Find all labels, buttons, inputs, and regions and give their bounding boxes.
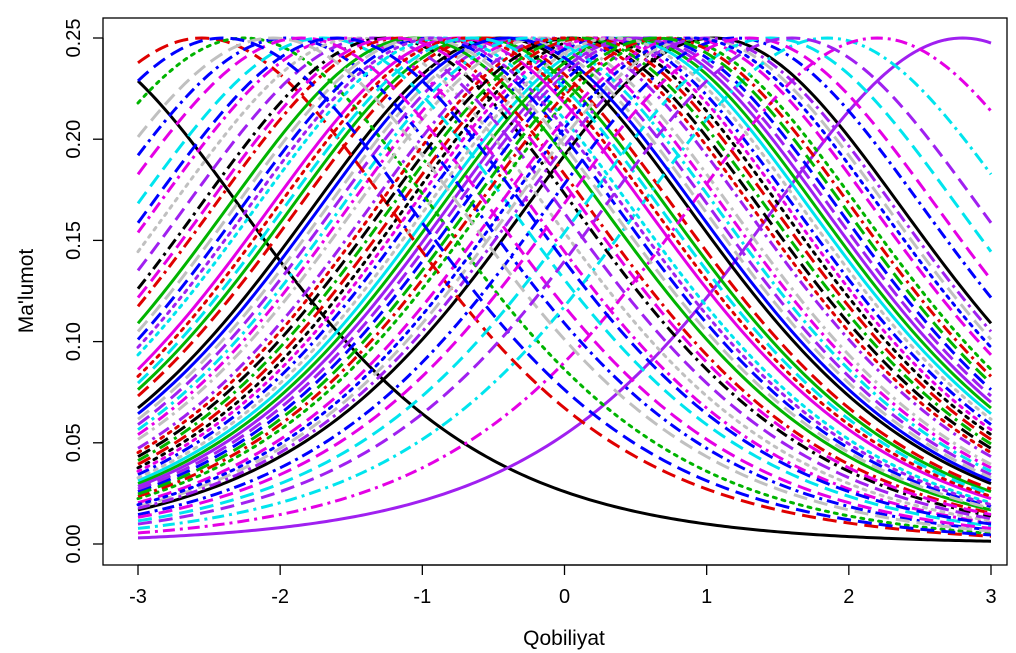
y-axis: 0.00 0.05 0.10 0.15 0.20 0.25 [63,19,104,564]
information-curve-60 [137,36,993,496]
information-curve-35 [137,36,993,508]
information-curve-39 [137,36,993,535]
information-curve-9 [136,36,993,470]
information-curve-28 [137,36,992,466]
information-curve-21 [136,36,992,521]
information-curve-51 [136,36,993,507]
y-tick-label: 0.10 [63,322,85,361]
y-tick-label: 0.20 [63,120,85,159]
x-tick-label: 3 [985,586,996,608]
information-curve-23 [136,36,992,515]
information-curve-17 [136,36,992,532]
information-curve-12 [137,36,992,470]
information-curve-43 [136,36,993,473]
information-curve-61 [137,36,993,526]
y-tick-label: 0.00 [63,525,85,564]
information-curve-53 [136,36,993,480]
x-tick-label: 1 [701,586,712,608]
information-curve-48 [136,36,992,530]
information-curve-37 [137,36,993,523]
information-curve-32 [137,36,993,494]
information-curve-24 [136,36,992,512]
information-curve-42 [137,36,992,473]
information-curve-22 [136,36,992,518]
information-curve-34 [137,36,993,505]
information-curve-45 [137,36,993,498]
information-curve-14 [137,36,992,488]
x-tick-label: 2 [843,586,854,608]
information-curve-57 [136,36,992,517]
y-axis-title: Ma'lumot [15,249,38,334]
information-curve-38 [137,36,993,530]
information-curve-13 [137,36,992,476]
information-curve-41 [137,36,992,483]
information-curve-36 [137,36,993,517]
x-tick-label: -1 [413,586,431,608]
x-tick-label: 0 [559,586,570,608]
y-tick-label: 0.15 [63,221,85,260]
information-curve-40 [136,36,993,498]
x-axis: -3 -2 -1 0 1 2 3 [129,564,997,608]
information-curve-31 [137,36,992,466]
information-curve-8 [137,36,992,491]
information-curve-6 [137,36,992,486]
information-curve-26 [136,36,993,505]
information-curve-18 [136,36,992,528]
information-curve-20 [136,36,993,523]
information-curve-46 [137,36,993,510]
information-curve-47 [136,36,992,533]
information-curve-19 [136,36,992,525]
information-curve-50 [136,36,992,510]
information-curve-56 [136,36,992,537]
y-tick-label: 0.25 [63,19,85,58]
information-curve-55 [137,36,993,519]
y-tick-label: 0.05 [63,423,85,462]
x-tick-label: -2 [271,586,289,608]
x-axis-title: Qobiliyat [523,627,605,650]
information-curve-33 [136,36,993,501]
information-curves [136,36,993,543]
x-tick-label: -3 [129,586,147,608]
information-curve-7 [136,36,992,494]
information-curve-16 [136,36,993,535]
information-curve-30 [137,36,992,458]
information-curve-54 [136,36,993,507]
information-curve-59 [136,36,993,455]
information-curve-10 [137,36,992,480]
